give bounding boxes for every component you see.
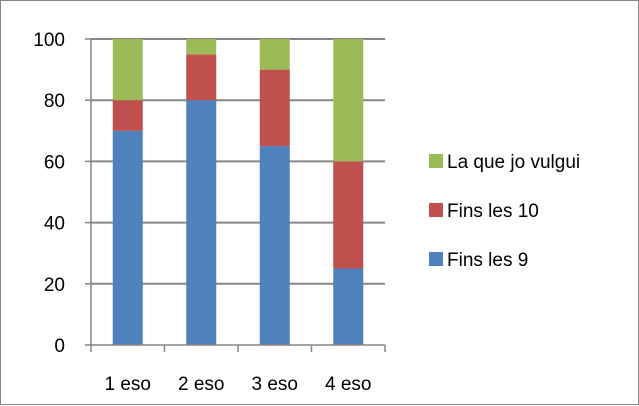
legend-label: La que jo vulgui [447,152,580,173]
y-tick-label: 40 [44,214,65,235]
y-tick-label: 0 [54,336,65,357]
bar-segment [186,54,217,101]
bar-segment [333,268,364,345]
legend: La que jo vulgui Fins les 10 Fins les 9 [429,152,580,271]
bar-segment [259,146,290,345]
y-tick-label: 60 [44,152,65,173]
y-tick-labels: 0 20 40 60 80 100 [33,30,65,357]
x-tick-labels: 1 eso 2 eso 3 eso 4 eso [105,374,372,395]
y-tick-label: 80 [44,91,65,112]
bar-segment [259,39,290,70]
y-tick-label: 100 [33,30,65,51]
legend-swatch [429,252,443,266]
legend-label: Fins les 9 [447,250,528,271]
x-tick-label: 2 eso [178,374,224,395]
bar-segment [333,39,364,162]
bar-segment [112,100,143,131]
axes [85,38,386,352]
x-tick-label: 1 eso [105,374,151,395]
legend-label: Fins les 10 [447,201,539,222]
x-tick-label: 4 eso [325,374,371,395]
legend-swatch [429,203,443,217]
y-tick-label: 20 [44,275,65,296]
bars [112,39,364,345]
legend-swatch [429,154,443,168]
bar-segment [333,161,364,269]
bar-segment [186,39,217,55]
x-tick-label: 3 eso [252,374,298,395]
bar-segment [112,39,143,101]
bar-segment [112,130,143,345]
bar-segment [186,100,217,345]
bar-segment [259,69,290,147]
